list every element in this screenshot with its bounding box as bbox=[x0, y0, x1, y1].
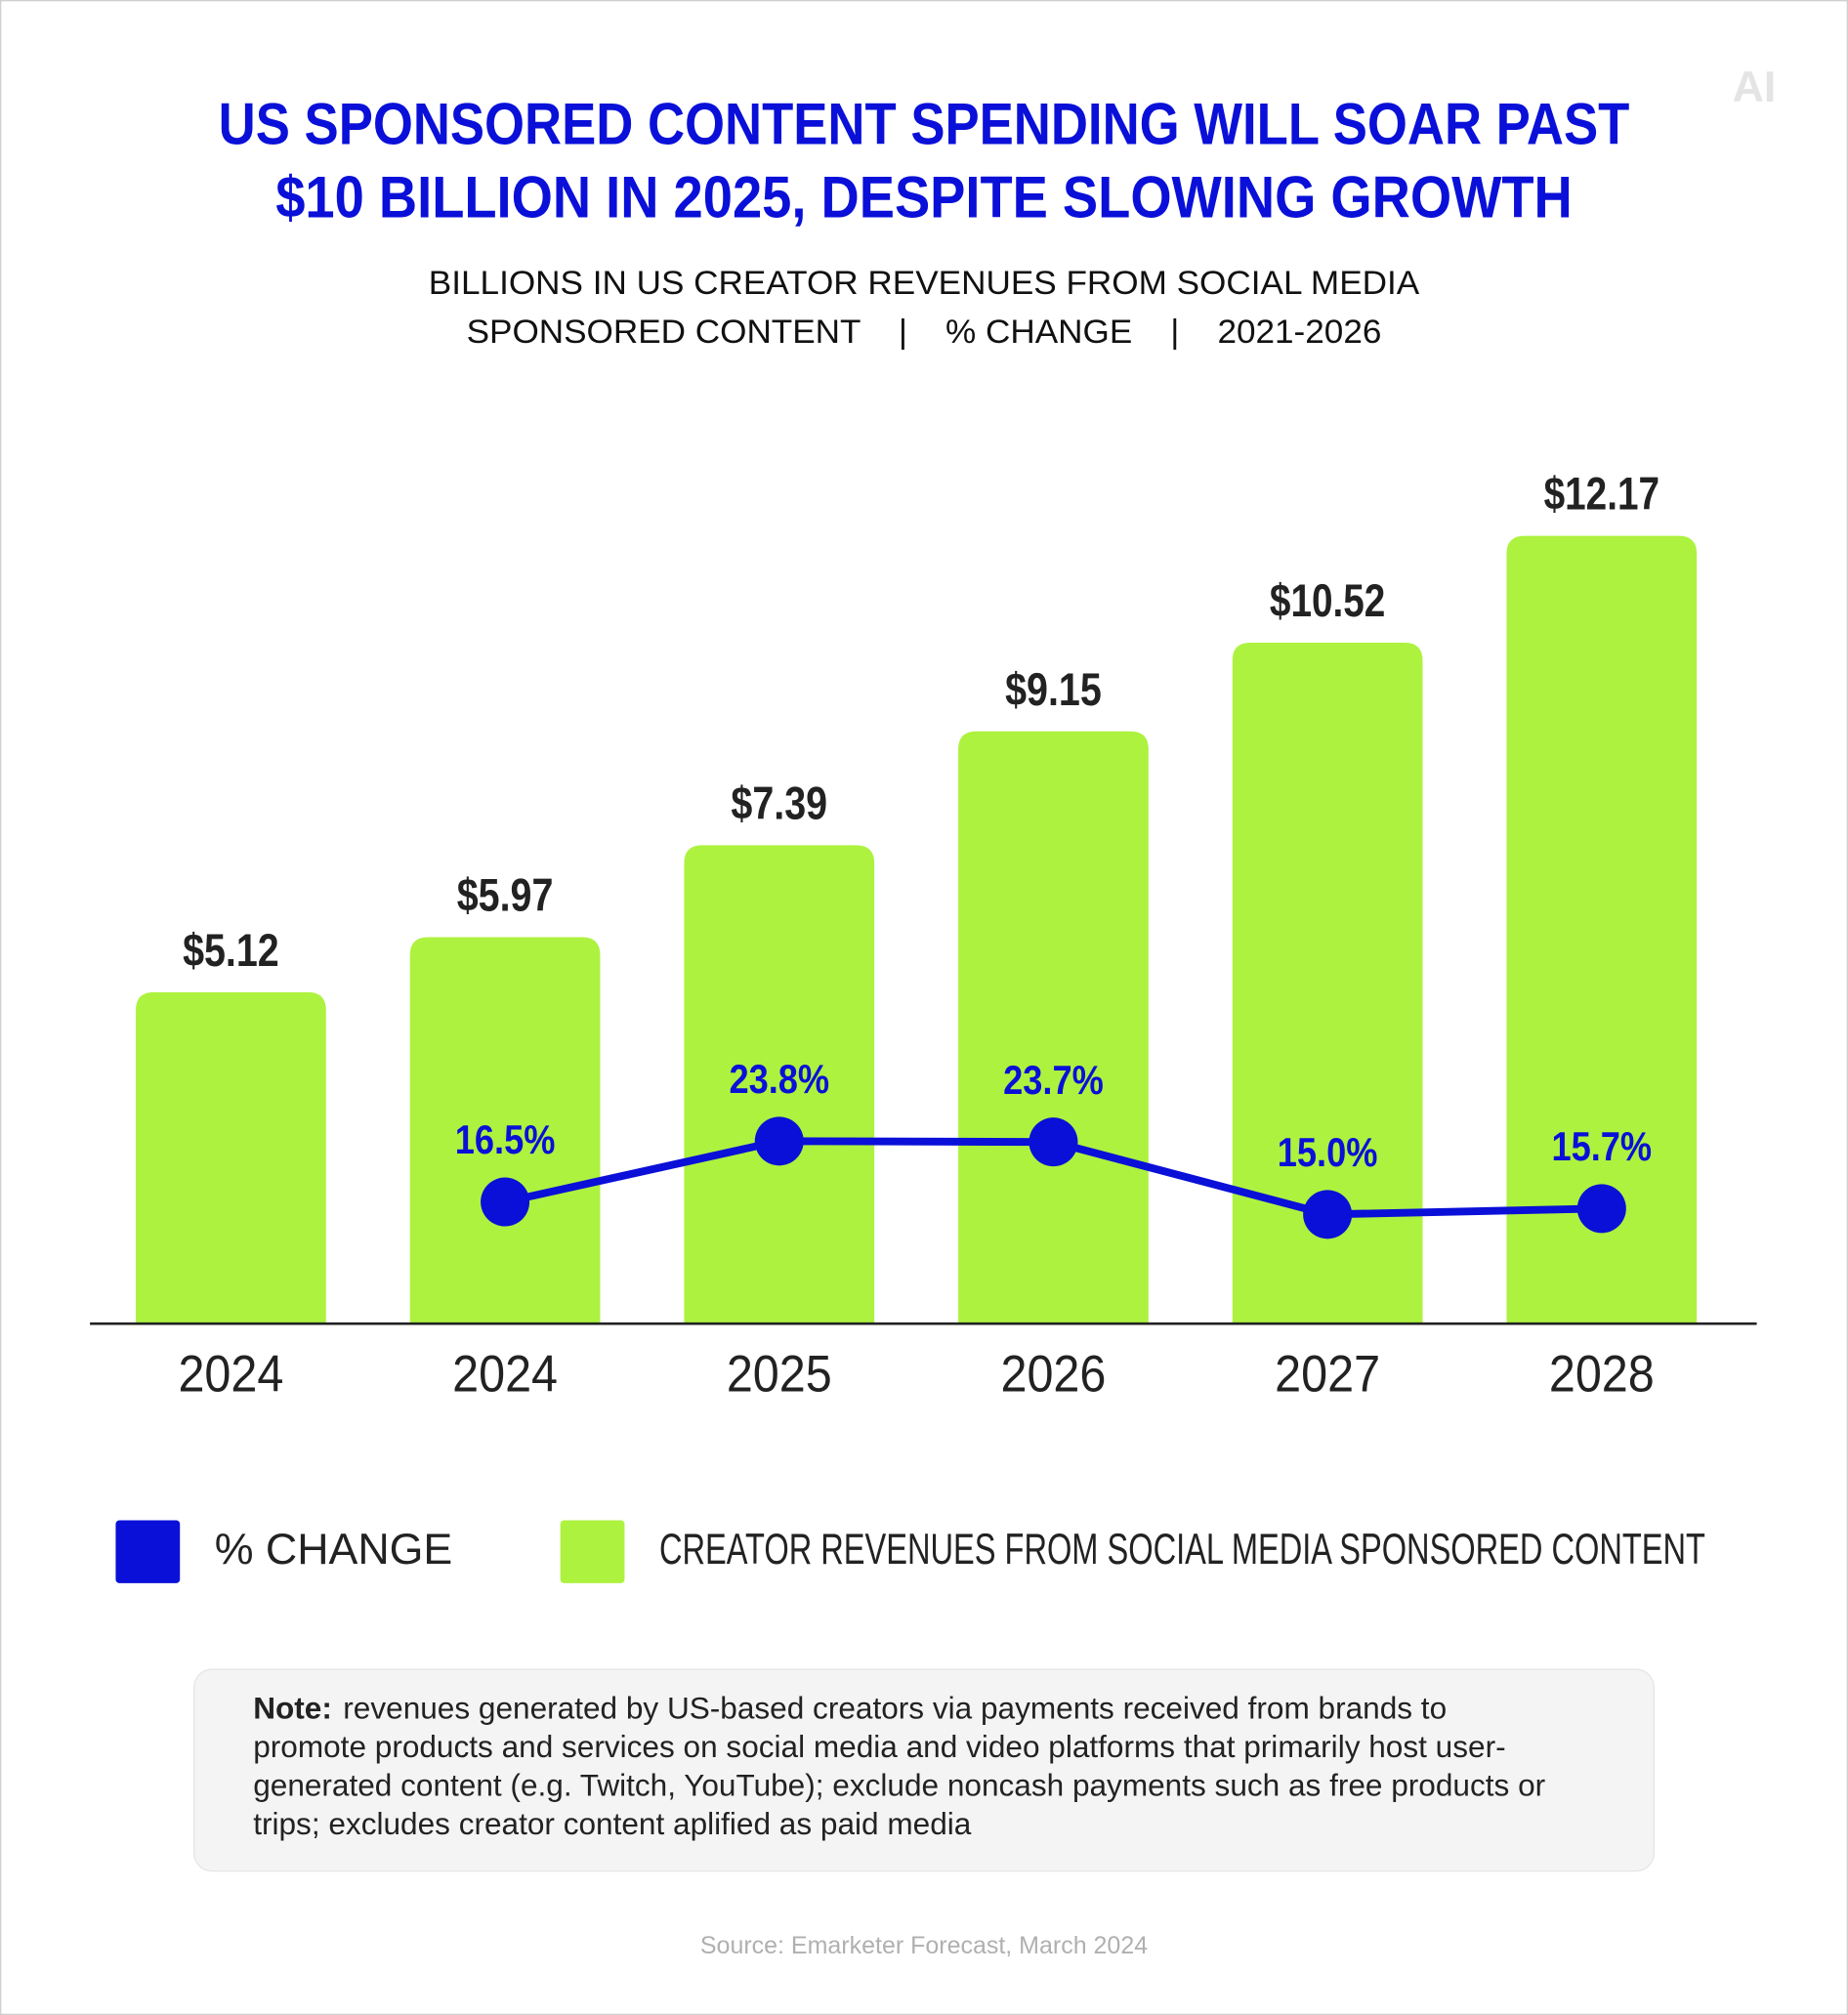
point bbox=[754, 1116, 804, 1166]
data-label: $5.12 bbox=[183, 925, 279, 977]
x-tick-label: 2024 bbox=[452, 1345, 558, 1403]
legend-swatch bbox=[115, 1520, 181, 1583]
point bbox=[1576, 1184, 1626, 1234]
data-label: 23.7% bbox=[1003, 1057, 1104, 1103]
x-tick-label: 2028 bbox=[1549, 1345, 1655, 1403]
note-text: trips; excludes creator content aplified… bbox=[253, 1806, 972, 1841]
data-label: $10.52 bbox=[1270, 575, 1385, 627]
bar bbox=[958, 731, 1149, 1324]
point bbox=[1303, 1190, 1353, 1239]
x-tick-label: 2027 bbox=[1275, 1345, 1380, 1403]
chart-title: US SPONSORED CONTENT SPENDING WILL SOAR … bbox=[219, 91, 1630, 157]
data-label: 15.7% bbox=[1551, 1123, 1652, 1169]
x-tick-label: 2026 bbox=[1001, 1345, 1107, 1403]
x-tick-label: 2024 bbox=[178, 1345, 283, 1403]
bar bbox=[409, 937, 601, 1324]
data-label: $7.39 bbox=[731, 777, 827, 829]
bar bbox=[136, 991, 326, 1324]
data-label: $5.97 bbox=[457, 870, 554, 922]
bar bbox=[684, 845, 875, 1324]
data-label: $9.15 bbox=[1005, 664, 1102, 716]
chart-subtitle: SPONSORED CONTENT | % CHANGE | 2021-2026 bbox=[467, 314, 1382, 351]
chart-title: $10 BILLION IN 2025, DESPITE SLOWING GRO… bbox=[275, 164, 1573, 231]
legend-label: % CHANGE bbox=[215, 1526, 453, 1574]
data-label: $12.17 bbox=[1544, 469, 1659, 521]
legend-swatch bbox=[560, 1520, 625, 1583]
x-tick-label: 2025 bbox=[727, 1345, 832, 1403]
note-text: generated content (e.g. Twitch, YouTube)… bbox=[253, 1767, 1545, 1802]
legend-label: CREATOR REVENUES FROM SOCIAL MEDIA SPONS… bbox=[659, 1526, 1705, 1574]
plot-area: 2024 2024 2025 2026 2027 2028 $5.12 $5.97 $7.39 $… bbox=[136, 469, 1698, 1403]
bar bbox=[1232, 642, 1423, 1324]
chart-subtitle: BILLIONS IN US CREATOR REVENUES FROM SOC… bbox=[429, 265, 1420, 302]
point bbox=[481, 1177, 530, 1227]
note-box bbox=[193, 1668, 1655, 1872]
legend: % CHANGE CREATOR REVENUES FROM SOCIAL MED… bbox=[115, 1520, 1705, 1583]
data-label: 15.0% bbox=[1278, 1129, 1378, 1175]
note-label: Note: bbox=[253, 1691, 332, 1726]
data-label: 16.5% bbox=[455, 1116, 556, 1162]
bar bbox=[1506, 535, 1698, 1324]
source: Source: Emarketer Forecast, March 2024 bbox=[700, 1932, 1148, 1959]
logo: AI bbox=[1733, 63, 1777, 111]
data-label: 23.8% bbox=[729, 1056, 829, 1102]
note-text: revenues generated by US-based creators … bbox=[343, 1691, 1447, 1726]
note-text: promote products and services on social … bbox=[253, 1729, 1505, 1764]
point bbox=[1029, 1117, 1078, 1167]
